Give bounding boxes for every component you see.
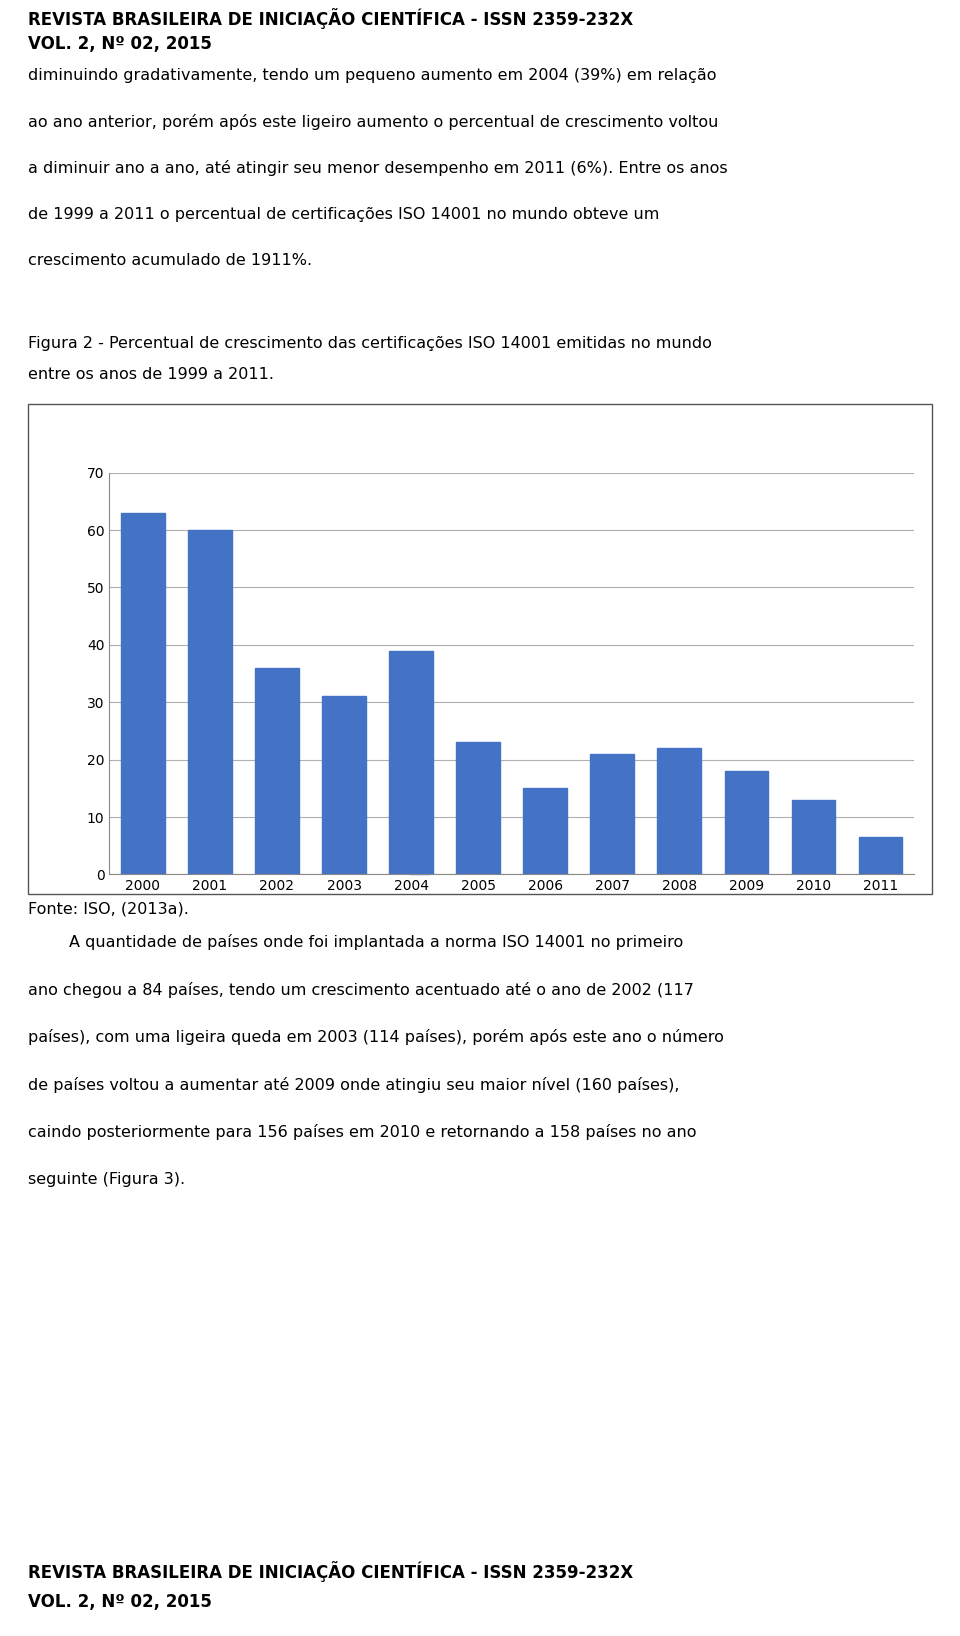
- Text: REVISTA BRASILEIRA DE INICIAÇÃO CIENTÍFICA - ISSN 2359-232X: REVISTA BRASILEIRA DE INICIAÇÃO CIENTÍFI…: [28, 8, 634, 29]
- Bar: [255, 667, 299, 874]
- Bar: [658, 748, 701, 874]
- Text: crescimento acumulado de 1911%.: crescimento acumulado de 1911%.: [28, 254, 312, 268]
- Legend: % crescimento: % crescimento: [404, 854, 556, 882]
- Text: seguinte (Figura 3).: seguinte (Figura 3).: [28, 1171, 185, 1188]
- Bar: [792, 800, 835, 874]
- Bar: [323, 697, 366, 874]
- Bar: [456, 743, 500, 874]
- Bar: [121, 512, 165, 874]
- Text: países), com uma ligeira queda em 2003 (114 países), porém após este ano o númer: países), com uma ligeira queda em 2003 (…: [28, 1029, 724, 1045]
- Bar: [858, 838, 902, 874]
- Bar: [725, 771, 768, 874]
- Text: de países voltou a aumentar até 2009 onde atingiu seu maior nível (160 países),: de países voltou a aumentar até 2009 ond…: [28, 1076, 680, 1093]
- Text: ano chegou a 84 países, tendo um crescimento acentuado até o ano de 2002 (117: ano chegou a 84 países, tendo um crescim…: [28, 982, 694, 998]
- Bar: [590, 754, 634, 874]
- Text: entre os anos de 1999 a 2011.: entre os anos de 1999 a 2011.: [28, 366, 274, 383]
- Bar: [523, 789, 567, 874]
- Text: ao ano anterior, porém após este ligeiro aumento o percentual de crescimento vol: ao ano anterior, porém após este ligeiro…: [28, 115, 718, 131]
- Text: A quantidade de países onde foi implantada a norma ISO 14001 no primeiro: A quantidade de países onde foi implanta…: [28, 934, 684, 951]
- Text: de 1999 a 2011 o percentual de certificações ISO 14001 no mundo obteve um: de 1999 a 2011 o percentual de certifica…: [28, 206, 660, 222]
- Text: Figura 2 - Percentual de crescimento das certificações ISO 14001 emitidas no mun: Figura 2 - Percentual de crescimento das…: [28, 335, 712, 352]
- Text: caindo posteriormente para 156 países em 2010 e retornando a 158 países no ano: caindo posteriormente para 156 países em…: [28, 1124, 697, 1140]
- Text: a diminuir ano a ano, até atingir seu menor desempenho em 2011 (6%). Entre os an: a diminuir ano a ano, até atingir seu me…: [28, 160, 728, 177]
- Text: REVISTA BRASILEIRA DE INICIAÇÃO CIENTÍFICA - ISSN 2359-232X: REVISTA BRASILEIRA DE INICIAÇÃO CIENTÍFI…: [28, 1561, 634, 1582]
- Text: diminuindo gradativamente, tendo um pequeno aumento em 2004 (39%) em relação: diminuindo gradativamente, tendo um pequ…: [28, 69, 716, 83]
- Bar: [389, 651, 433, 874]
- Text: VOL. 2, Nº 02, 2015: VOL. 2, Nº 02, 2015: [28, 36, 212, 54]
- Text: Fonte: ISO, (2013a).: Fonte: ISO, (2013a).: [28, 901, 189, 918]
- Text: VOL. 2, Nº 02, 2015: VOL. 2, Nº 02, 2015: [28, 1593, 212, 1611]
- Bar: [188, 530, 231, 874]
